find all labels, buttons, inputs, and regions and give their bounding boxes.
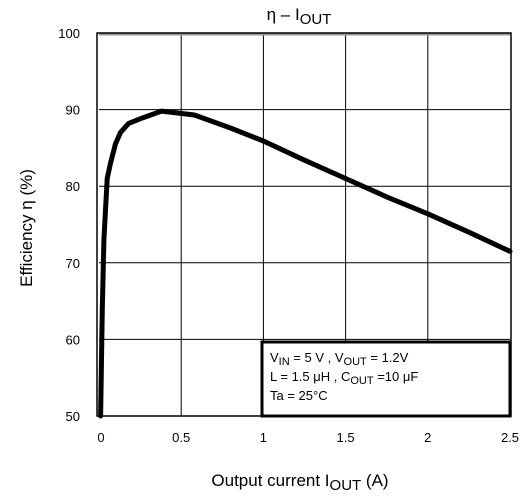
condition-line: L = 1.5 μH , COUT =10 μF <box>270 369 418 387</box>
x-tick-label: 1 <box>260 430 267 445</box>
conditions-text: VIN = 5 V , VOUT = 1.2VL = 1.5 μH , COUT… <box>270 350 418 403</box>
condition-line: Ta = 25°C <box>270 388 328 403</box>
x-tick-label: 0 <box>97 430 104 445</box>
y-tick-label: 90 <box>66 103 80 118</box>
y-tick-label: 50 <box>66 409 80 424</box>
y-axis-label: Efficiency η (%) <box>17 169 36 287</box>
condition-line: VIN = 5 V , VOUT = 1.2V <box>270 350 409 368</box>
x-axis-label: Output current IOUT (A) <box>211 471 388 494</box>
x-tick-label: 1.5 <box>337 430 355 445</box>
gridlines <box>99 32 510 416</box>
chart-title: η – IOUT <box>267 5 332 28</box>
x-tick-label: 2.5 <box>501 430 519 445</box>
y-tick-label: 100 <box>58 26 80 41</box>
y-tick-label: 70 <box>66 256 80 271</box>
x-tick-label: 0.5 <box>172 430 190 445</box>
plot-frame <box>96 32 512 417</box>
y-tick-label: 60 <box>66 332 80 347</box>
tick-labels: 0 0.5 1 1.5 2 2.5 50 60 70 80 90 100 <box>58 26 519 445</box>
efficiency-curve <box>98 108 513 419</box>
y-tick-label: 80 <box>66 179 80 194</box>
x-tick-label: 2 <box>424 430 431 445</box>
